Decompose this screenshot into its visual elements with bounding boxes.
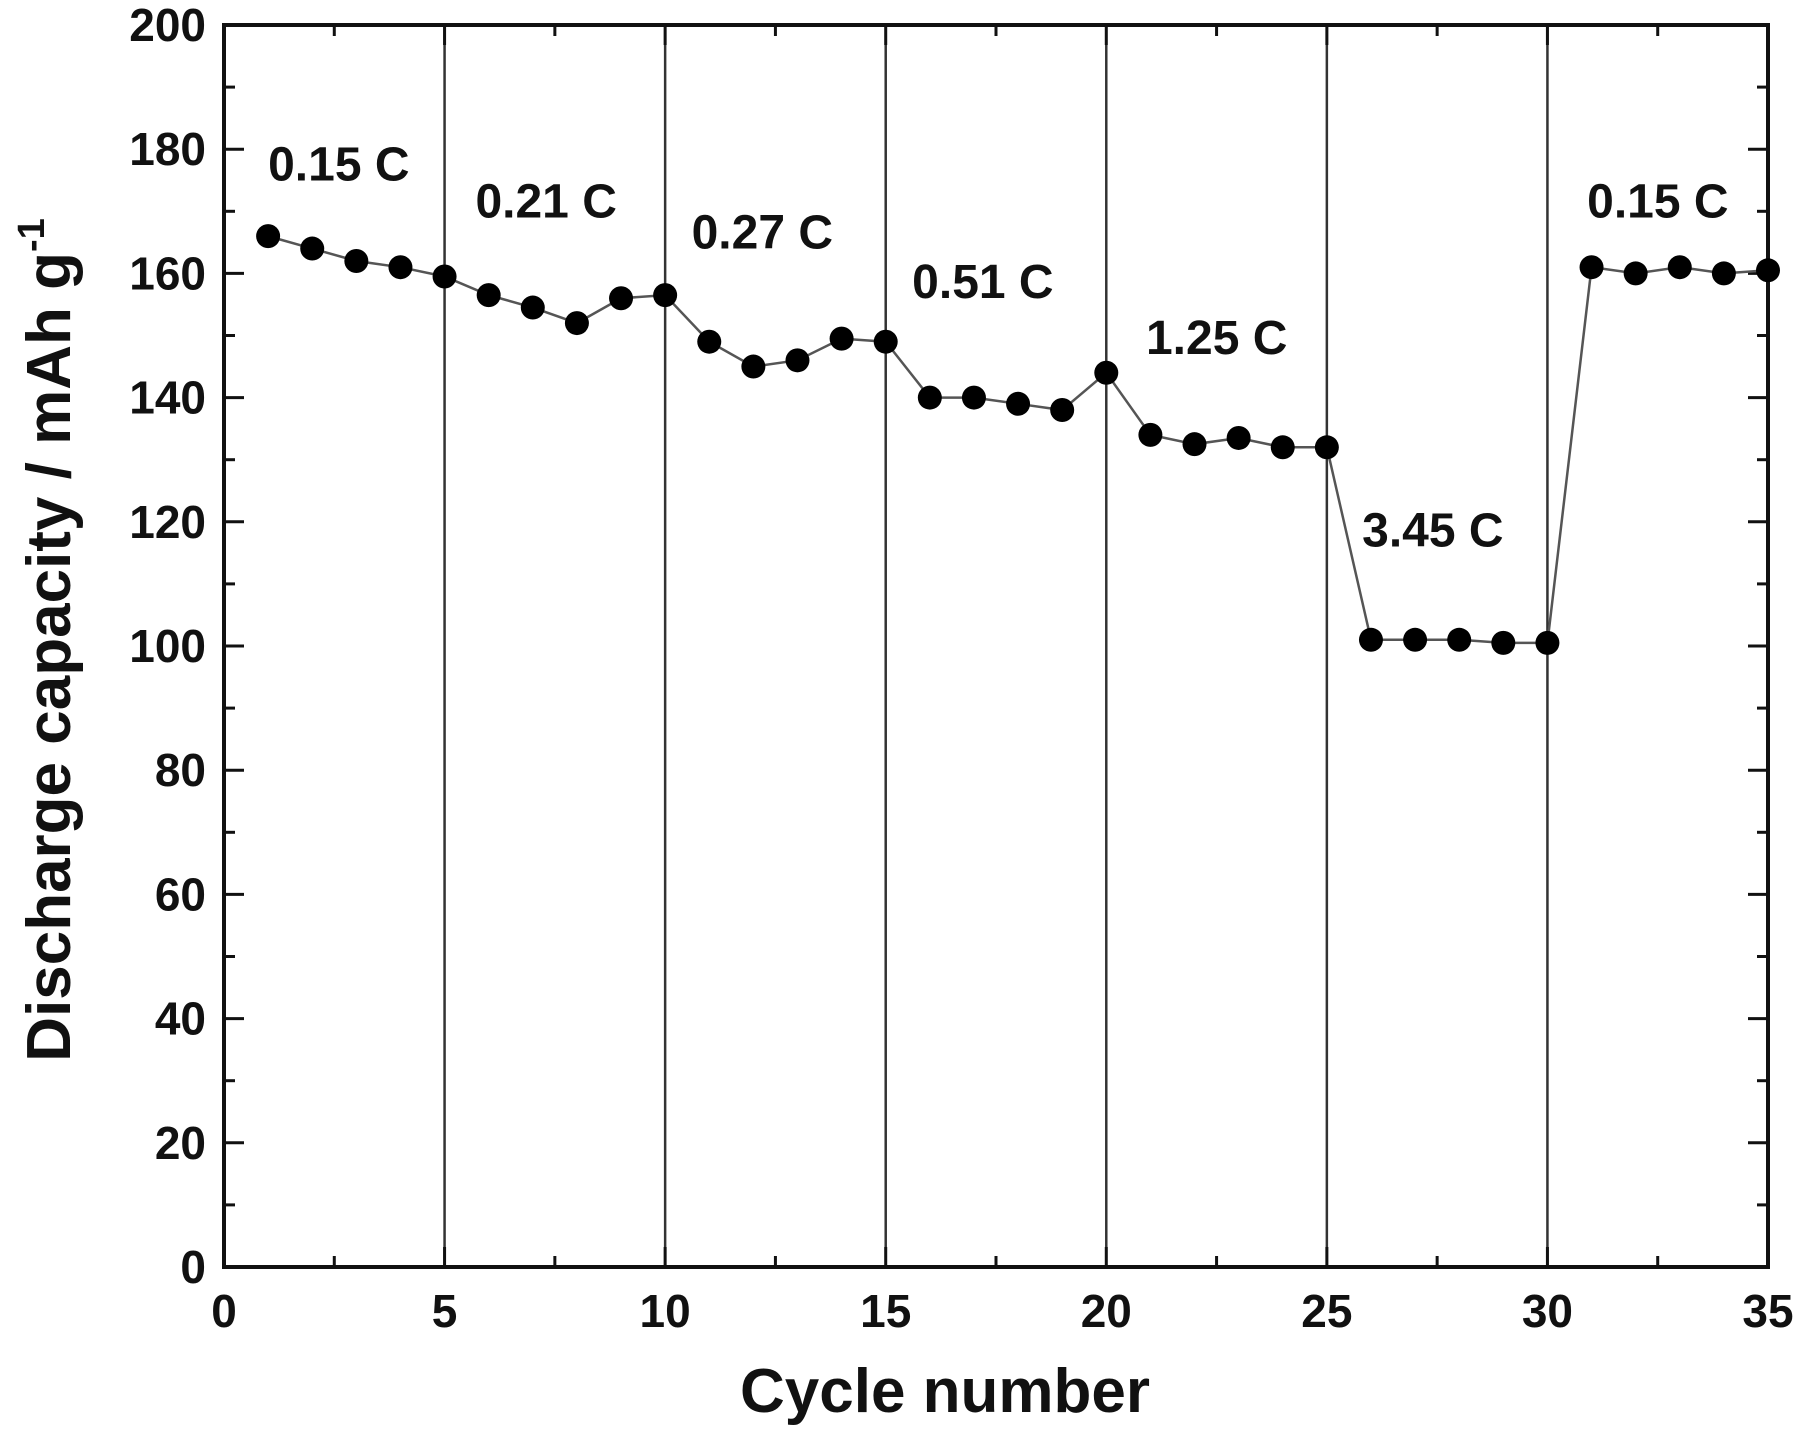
rate-annotation: 0.15 C bbox=[1587, 176, 1728, 229]
rate-annotation: 0.27 C bbox=[692, 207, 833, 260]
data-point bbox=[741, 354, 766, 379]
x-axis-title: Cycle number bbox=[740, 1357, 1150, 1426]
data-point bbox=[1711, 261, 1736, 286]
y-tick-label: 160 bbox=[129, 247, 206, 299]
data-point bbox=[1447, 627, 1472, 652]
data-point bbox=[1094, 360, 1119, 385]
data-point bbox=[1756, 258, 1780, 283]
axis-ticks bbox=[222, 23, 1770, 1269]
data-point bbox=[785, 348, 810, 373]
data-point bbox=[432, 264, 457, 289]
data-point bbox=[520, 295, 545, 320]
y-tick-label: 20 bbox=[155, 1117, 206, 1169]
data-point bbox=[388, 255, 413, 280]
y-tick-label: 0 bbox=[180, 1241, 206, 1293]
x-tick-label: 20 bbox=[1081, 1285, 1132, 1337]
data-point bbox=[1226, 425, 1251, 450]
data-point bbox=[564, 311, 589, 336]
x-tick-label: 10 bbox=[640, 1285, 691, 1337]
data-point bbox=[917, 385, 942, 410]
data-point bbox=[1535, 630, 1560, 655]
y-axis-title: Discharge capacity / mAh g-1 bbox=[11, 218, 84, 1062]
y-tick-label: 120 bbox=[129, 496, 206, 548]
data-point bbox=[1358, 627, 1383, 652]
data-point bbox=[1138, 422, 1163, 447]
data-point bbox=[476, 283, 501, 308]
rate-annotation: 0.51 C bbox=[912, 256, 1053, 309]
data-point bbox=[1579, 255, 1604, 280]
y-axis-title-text: Discharge capacity / mAh g bbox=[15, 252, 84, 1062]
y-tick-label: 200 bbox=[129, 0, 206, 51]
data-point bbox=[1667, 255, 1692, 280]
data-point bbox=[1491, 630, 1516, 655]
y-tick-label: 80 bbox=[155, 744, 206, 796]
y-axis-title-group: Discharge capacity / mAh g-1 bbox=[11, 218, 84, 1062]
data-point bbox=[1403, 627, 1428, 652]
y-tick-label: 40 bbox=[155, 993, 206, 1045]
rate-annotation: 3.45 C bbox=[1362, 505, 1503, 558]
rate-annotations: 0.15 C 0.21 C 0.27 C 0.51 C 1.25 C 3.45 C 0.15… bbox=[268, 138, 1728, 557]
data-point bbox=[609, 286, 634, 311]
data-point bbox=[1270, 435, 1295, 460]
data-point bbox=[961, 385, 986, 410]
data-point bbox=[256, 224, 281, 249]
y-tick-label: 140 bbox=[129, 372, 206, 424]
data-series bbox=[256, 224, 1780, 655]
rate-divider-lines bbox=[443, 25, 1549, 1267]
x-tick-label: 0 bbox=[211, 1285, 237, 1337]
data-point bbox=[873, 329, 898, 354]
y-axis-title-superscript: -1 bbox=[11, 218, 53, 252]
data-point bbox=[300, 236, 325, 261]
data-point bbox=[1314, 435, 1339, 460]
data-point bbox=[697, 329, 722, 354]
x-tick-label: 5 bbox=[432, 1285, 458, 1337]
y-tick-label: 180 bbox=[129, 123, 206, 175]
data-point bbox=[344, 248, 369, 273]
data-point bbox=[653, 283, 678, 308]
x-tick-label: 35 bbox=[1742, 1285, 1793, 1337]
x-tick-label: 25 bbox=[1301, 1285, 1352, 1337]
rate-annotation: 0.15 C bbox=[268, 138, 409, 191]
x-tick-label: 15 bbox=[860, 1285, 911, 1337]
data-point bbox=[1623, 261, 1648, 286]
data-point bbox=[1006, 391, 1031, 416]
x-tick-label: 30 bbox=[1522, 1285, 1573, 1337]
data-point bbox=[1050, 398, 1075, 423]
data-point bbox=[829, 326, 854, 351]
data-point bbox=[1182, 432, 1207, 457]
rate-annotation: 0.21 C bbox=[475, 176, 616, 229]
tick-labels: 0 5 10 15 20 25 30 35 0 20 40 60 80 100 120 140 160 180 20… bbox=[129, 0, 1793, 1337]
rate-annotation: 1.25 C bbox=[1146, 312, 1287, 365]
y-tick-label: 60 bbox=[155, 868, 206, 920]
y-tick-label: 100 bbox=[129, 620, 206, 672]
